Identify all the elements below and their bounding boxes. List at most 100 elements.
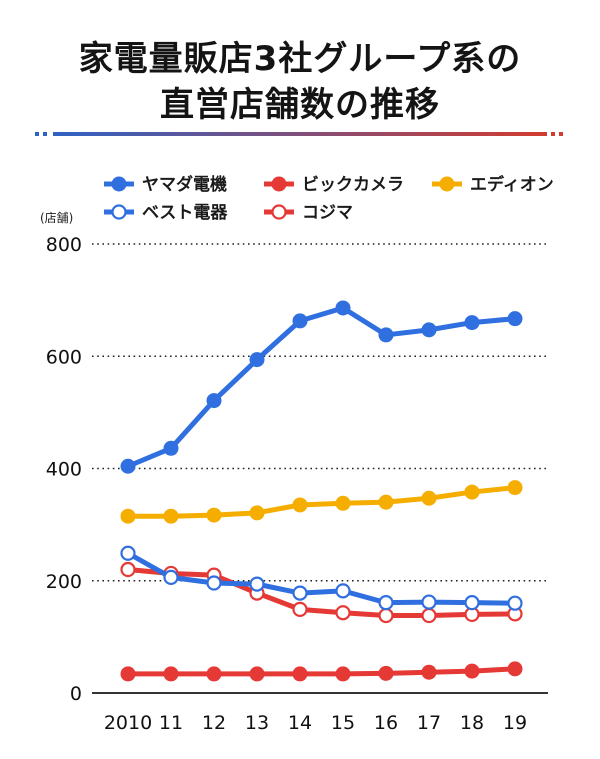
data-point — [421, 594, 437, 610]
divider-dot — [559, 132, 563, 136]
legend-marker-filled-icon — [271, 176, 287, 192]
data-point — [378, 327, 394, 343]
legend-item: ビックカメラ — [264, 175, 404, 195]
data-point — [378, 595, 394, 611]
data-point — [206, 575, 222, 591]
legend-label: エディオン — [470, 174, 554, 195]
series-group — [120, 300, 523, 682]
data-point — [378, 494, 394, 510]
y-axis-unit-label: (店舗) — [40, 211, 73, 225]
data-point — [163, 666, 179, 682]
x-tick-label: 2010 — [104, 712, 152, 734]
data-point — [249, 576, 265, 592]
legend-item: コジマ — [264, 203, 353, 223]
data-point — [464, 315, 480, 331]
data-point — [206, 666, 222, 682]
data-point — [292, 601, 308, 617]
legend-label: ヤマダ電機 — [142, 174, 227, 195]
legend-marker-hollow-icon — [111, 204, 127, 220]
x-tick-label: 13 — [245, 712, 269, 734]
data-point — [507, 311, 523, 327]
y-tick-label: 0 — [70, 683, 82, 705]
y-tick-label: 600 — [46, 346, 82, 368]
data-point — [464, 663, 480, 679]
title-divider — [35, 132, 563, 136]
data-point — [120, 508, 136, 524]
data-point — [163, 508, 179, 524]
x-tick-label: 18 — [460, 712, 484, 734]
data-point — [120, 561, 136, 578]
series-line — [125, 567, 518, 619]
data-point — [421, 490, 437, 506]
chart-title-line-2: 直営店舗数の推移 — [160, 85, 440, 125]
data-point — [335, 300, 351, 316]
legend-marker-filled-icon — [111, 176, 127, 192]
y-axis-ticks: 0 200 400 600 800 — [46, 234, 82, 705]
data-point — [335, 666, 351, 682]
data-point — [163, 440, 179, 456]
legend-marker-filled-icon — [439, 176, 455, 192]
chart-title-line-1: 家電量販店3社グループ系の — [78, 39, 522, 79]
series-line — [125, 485, 518, 519]
data-point — [464, 595, 480, 611]
data-point — [335, 495, 351, 511]
data-point — [120, 545, 136, 561]
data-point — [292, 666, 308, 682]
x-tick-label: 19 — [503, 712, 527, 734]
data-point — [507, 595, 523, 611]
data-point — [421, 607, 437, 624]
grid-lines — [92, 243, 548, 582]
data-point — [292, 497, 308, 513]
data-point — [378, 665, 394, 681]
series-1 — [120, 661, 523, 682]
legend-label: ビックカメラ — [302, 175, 404, 195]
series-2 — [120, 480, 523, 524]
series-line — [125, 305, 518, 469]
legend-item: ヤマダ電機 — [104, 174, 227, 195]
divider-dot — [43, 132, 47, 136]
divider-dot — [551, 132, 555, 136]
data-point — [421, 322, 437, 338]
legend-item: エディオン — [432, 174, 554, 195]
data-point — [249, 505, 265, 521]
x-tick-label: 15 — [331, 712, 355, 734]
data-point — [120, 666, 136, 682]
x-tick-label: 11 — [159, 712, 183, 734]
data-point — [421, 664, 437, 680]
data-point — [335, 583, 351, 599]
data-point — [507, 480, 523, 496]
legend-marker-hollow-icon — [271, 204, 287, 220]
divider-bar — [53, 132, 547, 136]
data-point — [206, 507, 222, 523]
series-3 — [120, 545, 523, 611]
legend-label: ベスト電器 — [142, 203, 228, 223]
x-tick-label: 12 — [202, 712, 226, 734]
y-tick-label: 800 — [46, 234, 82, 256]
data-point — [292, 585, 308, 601]
x-tick-label: 16 — [374, 712, 398, 734]
data-point — [120, 458, 136, 474]
series-0 — [120, 300, 523, 474]
data-point — [249, 666, 265, 682]
data-point — [464, 484, 480, 500]
x-tick-label: 17 — [417, 712, 441, 734]
data-point — [335, 605, 351, 621]
y-tick-label: 400 — [46, 459, 82, 481]
data-point — [206, 393, 222, 409]
legend-label: コジマ — [302, 203, 353, 223]
data-point — [378, 607, 394, 624]
x-axis-ticks: 2010 11 12 13 14 15 16 17 18 19 — [104, 712, 527, 734]
chart-title: 家電量販店3社グループ系の 直営店舗数の推移 — [0, 36, 600, 128]
data-point — [292, 313, 308, 329]
series-line — [125, 666, 518, 677]
series-line — [125, 550, 518, 606]
data-point — [249, 352, 265, 368]
data-point — [507, 661, 523, 677]
legend-item: ベスト電器 — [104, 203, 228, 223]
data-point — [163, 569, 179, 585]
y-tick-label: 200 — [46, 571, 82, 593]
divider-dot — [35, 132, 39, 136]
x-tick-label: 14 — [288, 712, 312, 734]
